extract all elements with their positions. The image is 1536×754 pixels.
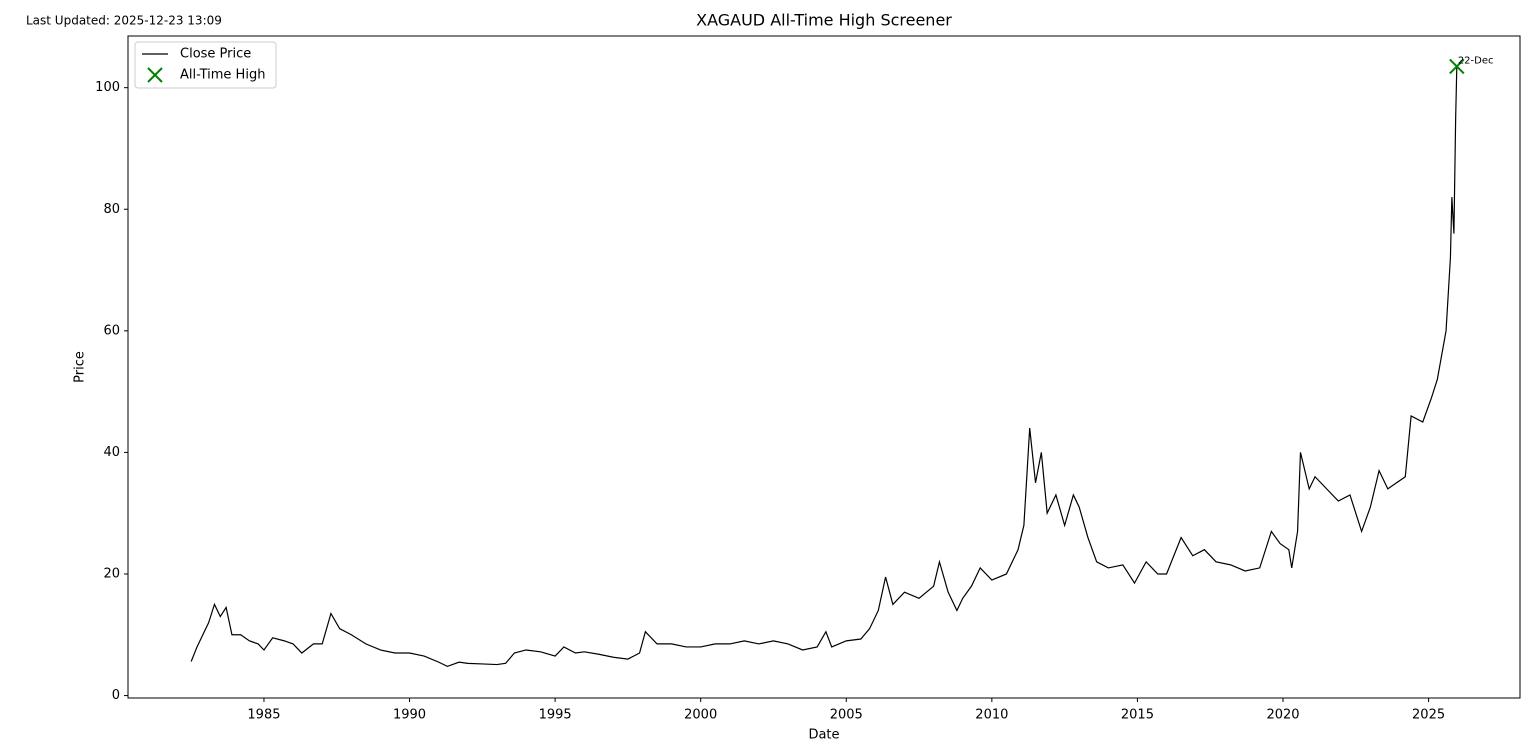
y-tick-label: 0 xyxy=(112,688,120,703)
legend-label: Close Price xyxy=(180,47,251,62)
x-tick-label: 2025 xyxy=(1412,708,1445,723)
y-tick-label: 20 xyxy=(103,566,120,581)
y-tick-label: 40 xyxy=(103,445,120,460)
legend-box xyxy=(134,41,277,89)
plot-frame xyxy=(127,35,1521,699)
x-tick-label: 1995 xyxy=(539,708,572,723)
y-axis-label: Price xyxy=(73,351,88,383)
price-line xyxy=(190,66,1458,668)
x-tick-label: 2010 xyxy=(975,708,1008,723)
x-tick-label: 2020 xyxy=(1266,708,1299,723)
chart-title: XAGAUD All-Time High Screener xyxy=(696,11,952,30)
legend-marker xyxy=(147,67,163,83)
ath-marker xyxy=(1449,58,1465,75)
legend-label: All-Time High xyxy=(180,68,265,83)
x-tick-label: 1985 xyxy=(247,708,280,723)
last-updated: Last Updated: 2025-12-23 13:09 xyxy=(26,14,222,28)
y-tick-label: 100 xyxy=(95,80,120,95)
x-tick-label: 2005 xyxy=(830,708,863,723)
x-tick-label: 2015 xyxy=(1121,708,1154,723)
y-tick-label: 60 xyxy=(103,323,120,338)
x-tick-label: 2000 xyxy=(684,708,717,723)
ath-label: 22-Dec xyxy=(1458,55,1494,66)
x-axis-label: Date xyxy=(808,728,839,743)
x-tick-label: 1990 xyxy=(393,708,426,723)
y-tick-label: 80 xyxy=(103,202,120,217)
